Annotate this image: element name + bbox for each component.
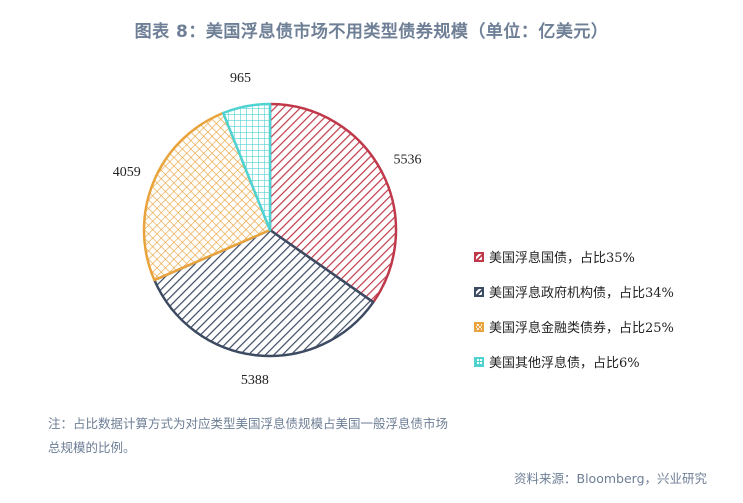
legend-item: 美国浮息政府机构债，占比34% [474,284,674,301]
data-label-1: 5388 [241,373,269,388]
data-label-0: 5536 [394,152,422,167]
chart-title: 图表 8：美国浮息债市场不用类型债券规模（单位：亿美元） [134,22,609,42]
chart-legend: 美国浮息国债，占比35% 美国浮息政府机构债，占比34% 美国浮息金融类债券，占… [474,249,674,389]
legend-label: 美国其他浮息债，占比6% [489,356,640,371]
legend-label: 美国浮息国债，占比35% [489,251,635,266]
legend-label: 美国浮息金融类债券，占比25% [489,321,674,336]
legend-item: 美国浮息国债，占比35% [474,249,674,266]
legend-item: 美国其他浮息债，占比6% [474,354,674,371]
pie-slice-0 [268,102,398,304]
pie-slice-3 [221,102,272,232]
legend-swatch-financial [474,321,484,332]
chart-note: 注：占比数据计算方式为对应类型美国浮息债规模占美国一般浮息债市场总规模的比例。 [48,416,449,455]
data-label-2: 4059 [113,165,141,180]
legend-swatch-treasury [474,251,484,262]
pie-slice-1 [153,228,375,358]
legend-swatch-other [474,356,484,367]
pie-slice-2 [142,111,272,282]
legend-label: 美国浮息政府机构债，占比34% [489,286,674,301]
legend-item: 美国浮息金融类债券，占比25% [474,319,674,336]
data-label-3: 965 [230,71,251,86]
legend-swatch-agency [474,286,484,297]
chart-source: 资料来源：Bloomberg，兴业研究 [514,471,707,486]
